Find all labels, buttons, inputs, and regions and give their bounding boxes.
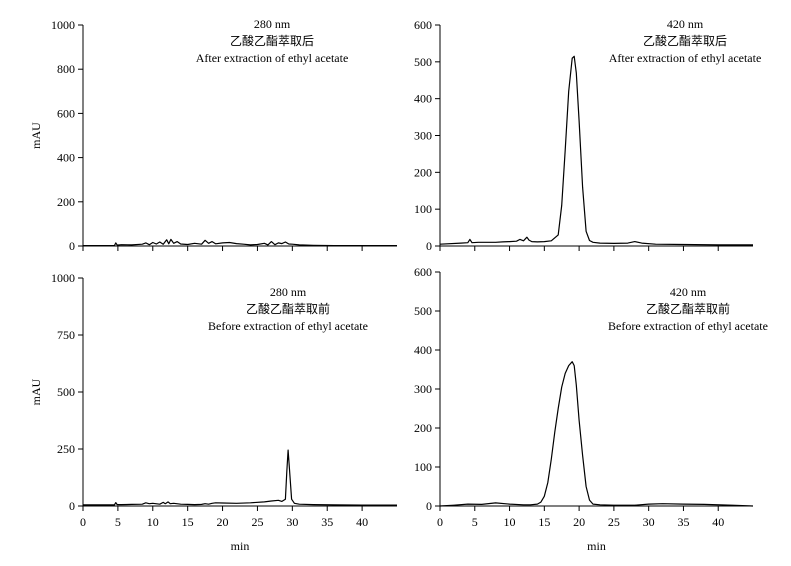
y-tick-label: 500 <box>414 304 432 318</box>
wavelength-label: 280 nm <box>254 17 291 31</box>
y-tick-label: 300 <box>414 129 432 143</box>
y-tick-label: 200 <box>414 421 432 435</box>
english-caption: Before extraction of ethyl acetate <box>608 319 768 333</box>
chinese-caption: 乙酸乙酯萃取前 <box>646 301 730 316</box>
y-tick-label: 100 <box>414 202 432 216</box>
y-tick-label: 200 <box>414 165 432 179</box>
english-caption: Before extraction of ethyl acetate <box>208 319 368 333</box>
series-line <box>83 449 397 506</box>
x-tick-label: 5 <box>472 515 478 529</box>
x-tick-label: 35 <box>321 515 333 529</box>
y-tick-label: 0 <box>426 499 432 513</box>
x-tick-label: 30 <box>643 515 655 529</box>
x-tick-label: 20 <box>573 515 585 529</box>
y-tick-label: 500 <box>414 55 432 69</box>
wavelength-label: 280 nm <box>270 285 307 299</box>
y-tick-label: 600 <box>57 106 75 120</box>
y-axis-title: mAU <box>29 378 43 405</box>
y-tick-label: 400 <box>414 92 432 106</box>
x-tick-label: 0 <box>80 515 86 529</box>
x-tick-label: 40 <box>356 515 368 529</box>
y-tick-label: 0 <box>69 239 75 253</box>
x-tick-label: 40 <box>712 515 724 529</box>
x-axis-title: min <box>231 539 250 553</box>
x-tick-label: 10 <box>147 515 159 529</box>
y-tick-label: 400 <box>57 151 75 165</box>
chinese-caption: 乙酸乙酯萃取后 <box>643 33 727 48</box>
x-tick-label: 25 <box>608 515 620 529</box>
y-tick-label: 800 <box>57 62 75 76</box>
chinese-caption: 乙酸乙酯萃取后 <box>230 33 314 48</box>
y-tick-label: 300 <box>414 382 432 396</box>
x-tick-label: 0 <box>437 515 443 529</box>
y-tick-label: 0 <box>426 239 432 253</box>
x-tick-label: 25 <box>251 515 263 529</box>
x-tick-label: 20 <box>217 515 229 529</box>
x-tick-label: 15 <box>538 515 550 529</box>
panel-420nm-after: 0 100 200 300 400 500 600 420 nm 乙酸乙酯萃取后 After… <box>414 17 761 253</box>
x-tick-label: 35 <box>677 515 689 529</box>
y-tick-label: 750 <box>57 328 75 342</box>
x-tick-label: 10 <box>504 515 516 529</box>
y-tick-label: 0 <box>69 499 75 513</box>
y-tick-label: 400 <box>414 343 432 357</box>
y-tick-label: 1000 <box>51 271 75 285</box>
y-axis-title: mAU <box>29 122 43 149</box>
english-caption: After extraction of ethyl acetate <box>609 51 762 65</box>
chinese-caption: 乙酸乙酯萃取前 <box>246 301 330 316</box>
x-tick-label: 30 <box>286 515 298 529</box>
wavelength-label: 420 nm <box>670 285 707 299</box>
panel-280nm-before: 0 250 500 750 1000 0 5 10 15 20 25 30 35 40 280 nm 乙酸… <box>29 271 397 553</box>
wavelength-label: 420 nm <box>667 17 704 31</box>
y-tick-label: 600 <box>414 265 432 279</box>
x-tick-label: 15 <box>182 515 194 529</box>
x-axis-title: min <box>587 539 606 553</box>
panel-420nm-before: 0 100 200 300 400 500 600 0 5 10 15 20 25 30 35 40 420 … <box>414 265 768 553</box>
series-line <box>439 55 753 246</box>
y-tick-label: 600 <box>414 18 432 32</box>
x-tick-label: 5 <box>115 515 121 529</box>
series-line <box>83 238 397 247</box>
y-tick-label: 100 <box>414 460 432 474</box>
y-tick-label: 250 <box>57 442 75 456</box>
y-tick-label: 200 <box>57 195 75 209</box>
panel-280nm-after: 0 200 400 600 800 1000 280 nm 乙酸乙酯萃取后 After e… <box>29 17 397 253</box>
y-tick-label: 500 <box>57 385 75 399</box>
english-caption: After extraction of ethyl acetate <box>196 51 349 65</box>
series-line <box>439 361 754 507</box>
y-tick-label: 1000 <box>51 18 75 32</box>
